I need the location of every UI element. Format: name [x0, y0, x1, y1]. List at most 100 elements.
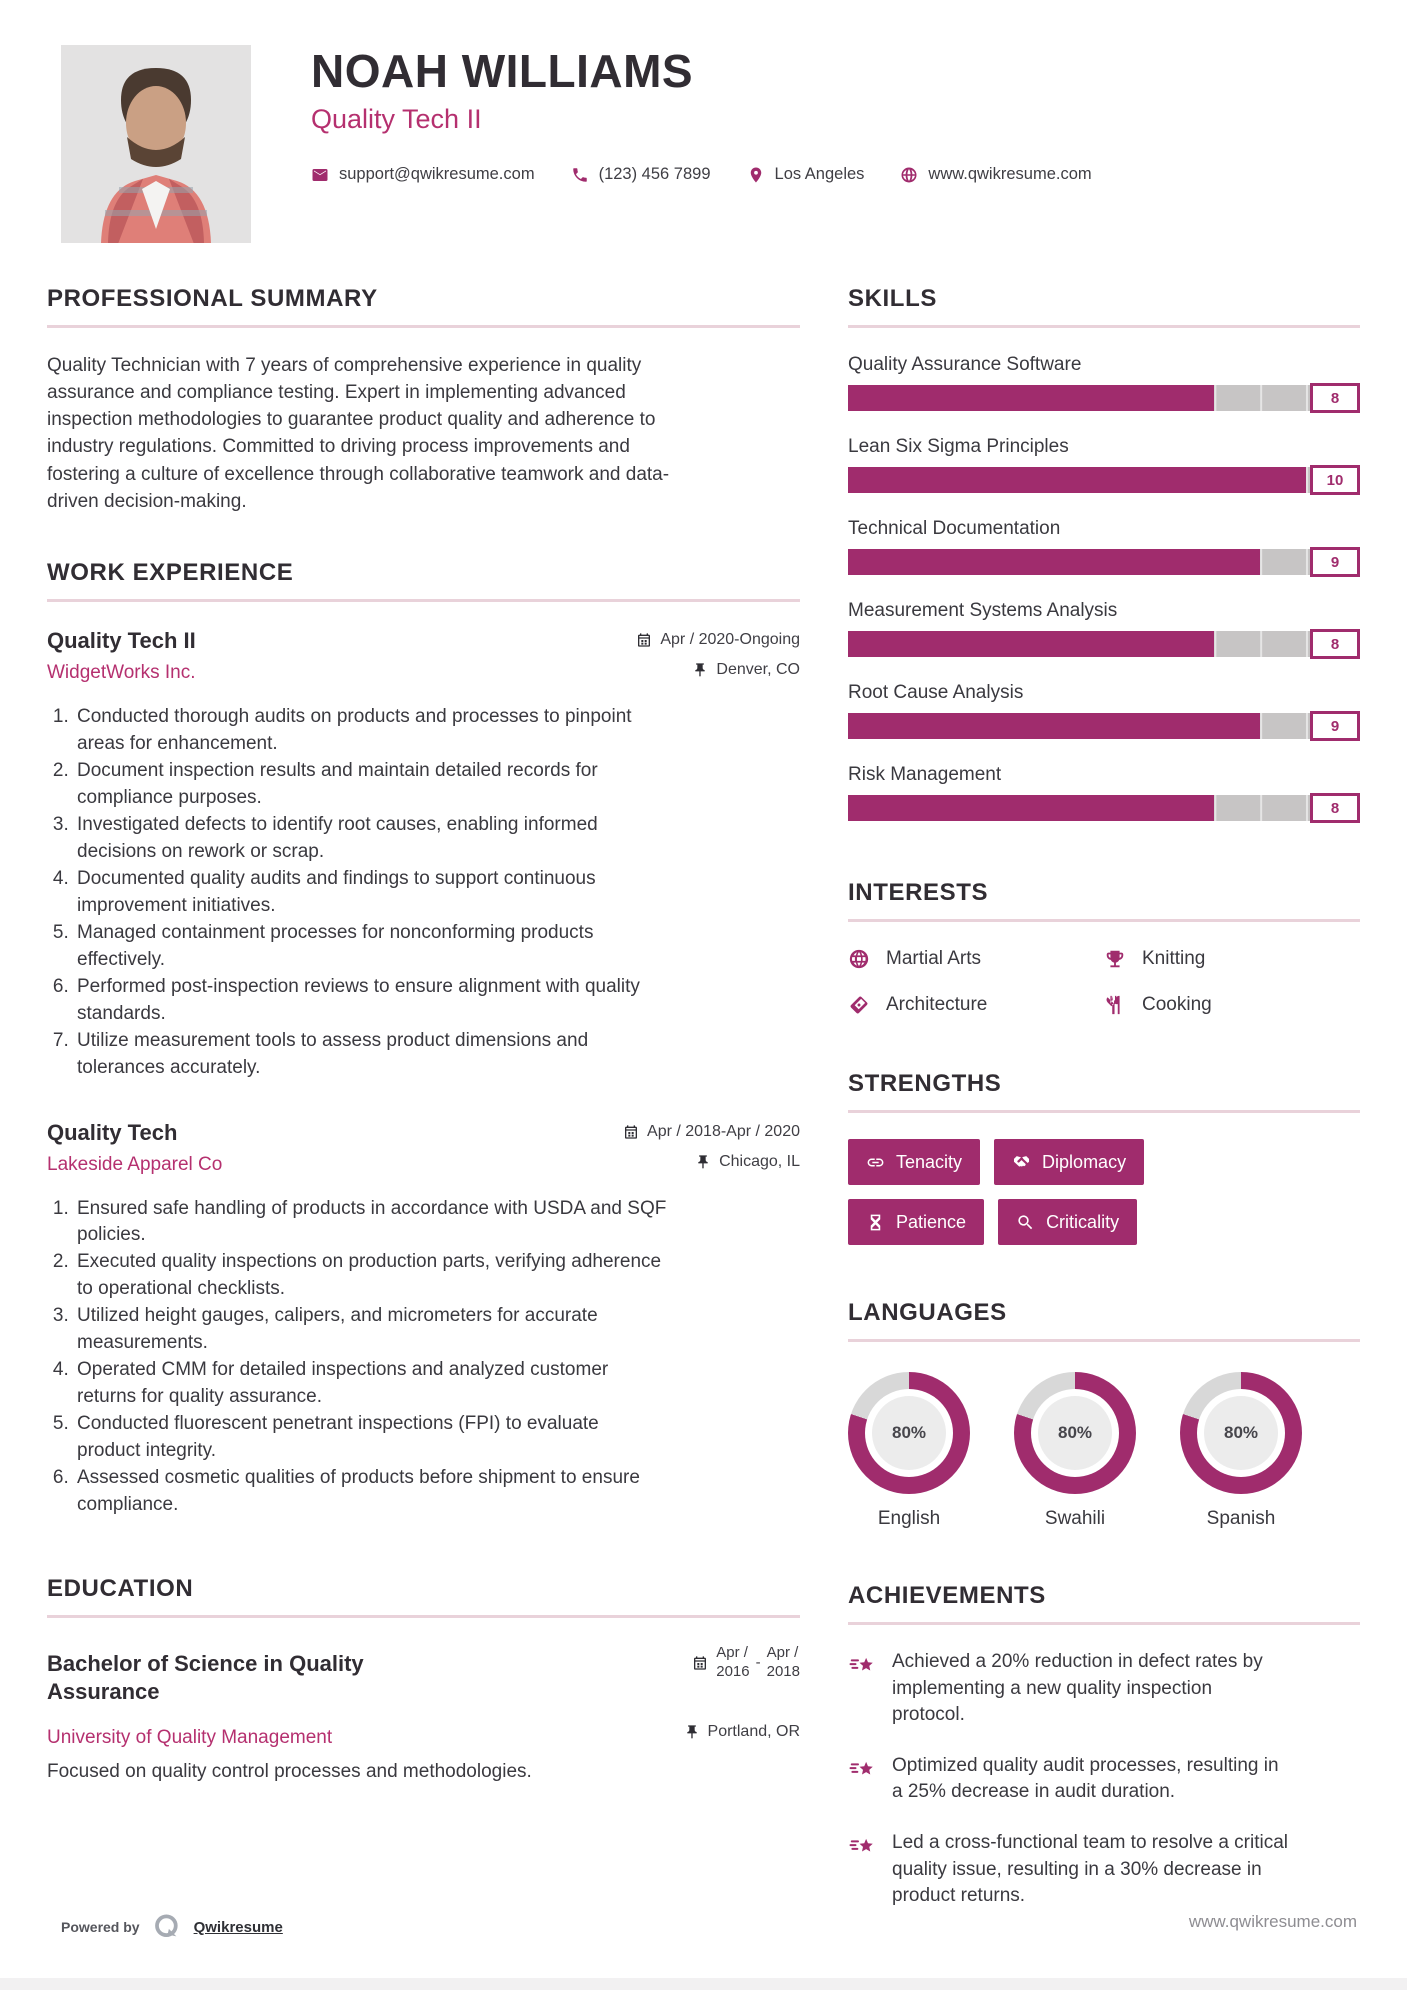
- contact-phone[interactable]: (123) 456 7899: [571, 165, 711, 184]
- section-skills: SKILLS Quality Assurance Software 8 Lean…: [848, 285, 1360, 823]
- envelope-icon: [312, 168, 328, 181]
- handshake-icon: [1014, 1155, 1030, 1167]
- skill-score: 8: [1310, 629, 1360, 659]
- contact-location-text: Los Angeles: [774, 165, 865, 184]
- education-school: University of Quality Management: [47, 1727, 333, 1749]
- section-rule: [848, 1110, 1360, 1113]
- section-work-experience: WORK EXPERIENCE Quality Tech II Apr / 20…: [47, 559, 800, 1519]
- link-icon: [867, 1158, 884, 1166]
- section-rule: [47, 325, 800, 328]
- language-donut-chart: 80%: [848, 1372, 970, 1494]
- strength-chip: Tenacity: [848, 1139, 981, 1185]
- job-dates: Apr / 2020-Ongoing: [636, 631, 800, 649]
- two-column-body: PROFESSIONAL SUMMARY Quality Technician …: [47, 285, 1360, 1954]
- language-label: English: [877, 1508, 941, 1529]
- strength-chip: Criticality: [998, 1199, 1138, 1245]
- section-rule: [47, 598, 800, 602]
- header-main: NOAH WILLIAMS Quality Tech II support@qw…: [311, 45, 1092, 184]
- job-bullet: Utilized height gauges, calipers, and mi…: [74, 1303, 667, 1357]
- footer: Powered by Qwikresume: [61, 1912, 283, 1942]
- profile-photo-illustration: [61, 45, 251, 243]
- language-percent: 80%: [1204, 1396, 1278, 1470]
- skill-item: Quality Assurance Software 8: [848, 354, 1360, 413]
- education-description: Focused on quality control processes and…: [47, 1761, 532, 1783]
- section-heading: INTERESTS: [848, 879, 989, 906]
- job-bullet: Managed containment processes for noncon…: [74, 920, 667, 974]
- interest-label: Cooking: [1142, 994, 1212, 1015]
- language-percent: 80%: [1038, 1396, 1112, 1470]
- job-dates-text: Apr / 2018-Apr / 2020: [647, 1122, 800, 1140]
- skill-item: Technical Documentation 9: [848, 518, 1360, 577]
- skill-score: 8: [1310, 383, 1360, 413]
- section-heading: STRENGTHS: [848, 1070, 1002, 1097]
- skill-bar-fill: [848, 795, 1215, 821]
- page-bottom-strip: [0, 1978, 1407, 1990]
- section-professional-summary: PROFESSIONAL SUMMARY Quality Technician …: [47, 285, 800, 515]
- interests-grid: Martial Arts Knitting Architecture Cooki…: [848, 948, 1360, 1016]
- globe-icon: [849, 949, 869, 969]
- job-location: Chicago, IL: [695, 1153, 800, 1171]
- skill-label: Measurement Systems Analysis: [848, 600, 1118, 621]
- job-bullet: Executed quality inspections on producti…: [74, 1249, 667, 1303]
- section-heading: WORK EXPERIENCE: [47, 558, 294, 586]
- job-bullet-list: Ensured safe handling of products in acc…: [47, 1196, 667, 1520]
- hourglass-icon: [870, 1214, 881, 1230]
- section-achievements: ACHIEVEMENTS Achieved a 20% reduction in…: [848, 1582, 1360, 1910]
- left-column: PROFESSIONAL SUMMARY Quality Technician …: [47, 285, 800, 1954]
- shooting-star-icon: [849, 1657, 873, 1671]
- interest-label: Architecture: [886, 994, 988, 1015]
- achievement-item: Led a cross-functional team to resolve a…: [848, 1830, 1288, 1910]
- language-item: 80% English: [848, 1372, 970, 1530]
- pushpin-icon: [695, 663, 706, 677]
- contact-location: Los Angeles: [747, 165, 865, 184]
- strength-chips: Tenacity Diplomacy Patience Criticality: [848, 1139, 1268, 1245]
- skill-bar-fill: [848, 631, 1215, 657]
- language-donuts: 80% English 80% Swahili 80%: [848, 1372, 1360, 1530]
- job-dates: Apr / 2018-Apr / 2020: [623, 1123, 800, 1141]
- skill-item: Lean Six Sigma Principles 10: [848, 436, 1360, 495]
- job-bullet: Operated CMM for detailed inspections an…: [74, 1357, 667, 1411]
- strength-label: Criticality: [1046, 1211, 1120, 1232]
- job-location-text: Denver, CO: [716, 660, 800, 678]
- job-company: WidgetWorks Inc.: [47, 661, 196, 683]
- interest-item: Knitting: [1104, 948, 1360, 970]
- skill-bar-fill: [848, 385, 1215, 411]
- profile-photo: [61, 45, 251, 243]
- calendar-icon: [638, 633, 651, 647]
- shooting-star-icon: [849, 1761, 873, 1775]
- calendar-icon: [625, 1124, 638, 1139]
- interest-item: Cooking: [1104, 994, 1360, 1016]
- skill-score: 10: [1310, 465, 1360, 495]
- pushpin-icon: [698, 1154, 708, 1169]
- strength-label: Tenacity: [896, 1151, 963, 1172]
- job-location-text: Chicago, IL: [719, 1152, 800, 1170]
- education-date-start: Apr / 2016: [716, 1644, 750, 1680]
- language-donut-chart: 80%: [1180, 1372, 1302, 1494]
- contact-website[interactable]: www.qwikresume.com: [900, 165, 1092, 184]
- summary-text: Quality Technician with 7 years of compr…: [47, 355, 670, 512]
- phone-icon: [572, 168, 587, 182]
- qwikresume-link[interactable]: Qwikresume: [193, 1918, 283, 1936]
- job-entry: Quality Tech II Apr / 2020-Ongoing Widge…: [47, 628, 800, 1082]
- right-column: SKILLS Quality Assurance Software 8 Lean…: [848, 285, 1360, 1954]
- section-rule: [848, 919, 1360, 922]
- skill-bar: 9: [848, 547, 1360, 577]
- contact-row: support@qwikresume.com (123) 456 7899 Lo…: [311, 165, 1092, 184]
- section-rule: [848, 1622, 1360, 1625]
- contact-website-text: www.qwikresume.com: [928, 165, 1092, 184]
- skill-item: Risk Management 8: [848, 764, 1360, 823]
- job-location: Denver, CO: [692, 661, 800, 679]
- section-rule: [848, 1339, 1360, 1342]
- job-bullet: Documented quality audits and findings t…: [74, 866, 667, 920]
- language-percent: 80%: [872, 1396, 946, 1470]
- job-bullet: Conducted thorough audits on products an…: [74, 704, 667, 758]
- job-bullet: Utilize measurement tools to assess prod…: [74, 1028, 667, 1082]
- skill-item: Measurement Systems Analysis 8: [848, 600, 1360, 659]
- section-rule: [47, 1615, 800, 1619]
- skill-bar-fill: [848, 467, 1306, 493]
- education-location: Portland, OR: [47, 1723, 800, 1741]
- language-item: 80% Swahili: [1014, 1372, 1136, 1530]
- job-bullet: Performed post-inspection reviews to ens…: [74, 974, 667, 1028]
- job-title: Quality Tech: [47, 1119, 178, 1145]
- contact-email[interactable]: support@qwikresume.com: [311, 165, 535, 184]
